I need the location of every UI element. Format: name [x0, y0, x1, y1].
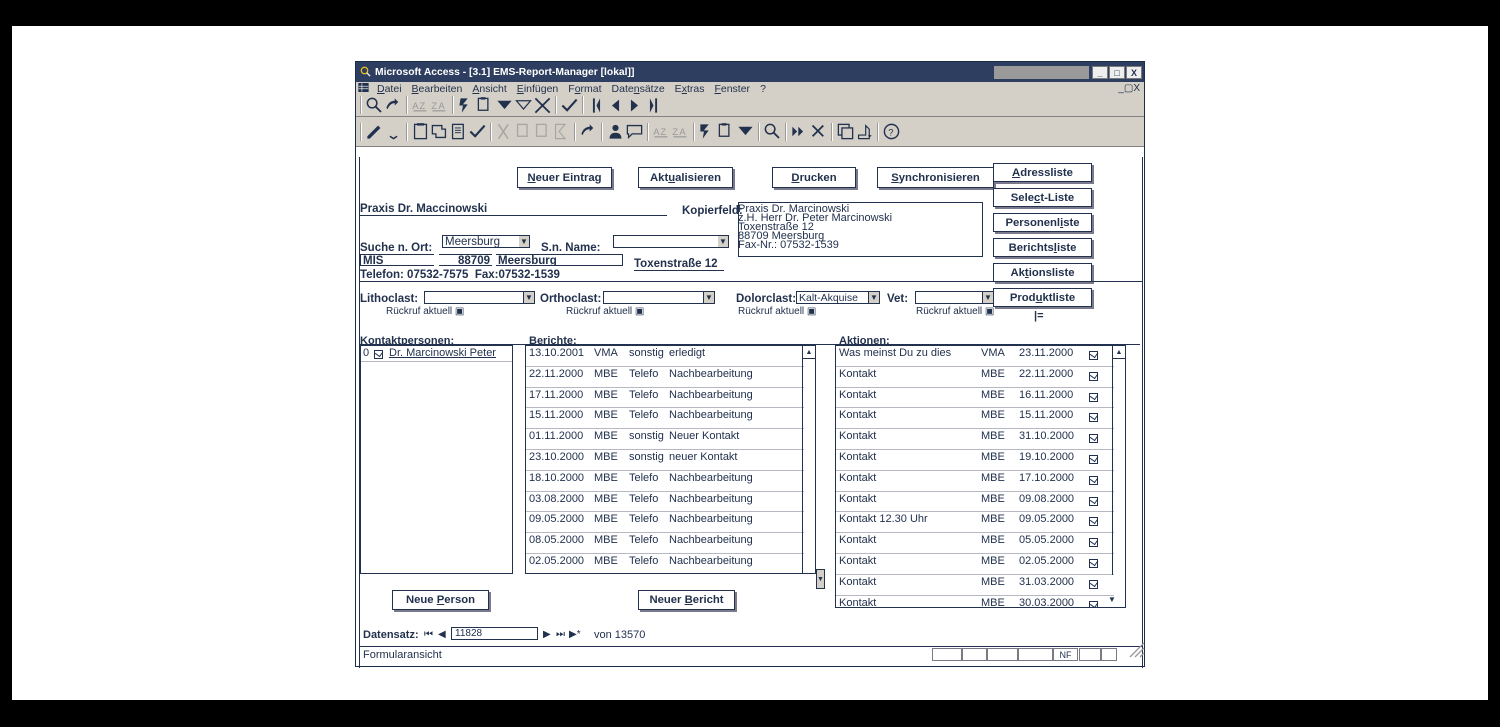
svg-text:?: ?	[888, 128, 893, 139]
